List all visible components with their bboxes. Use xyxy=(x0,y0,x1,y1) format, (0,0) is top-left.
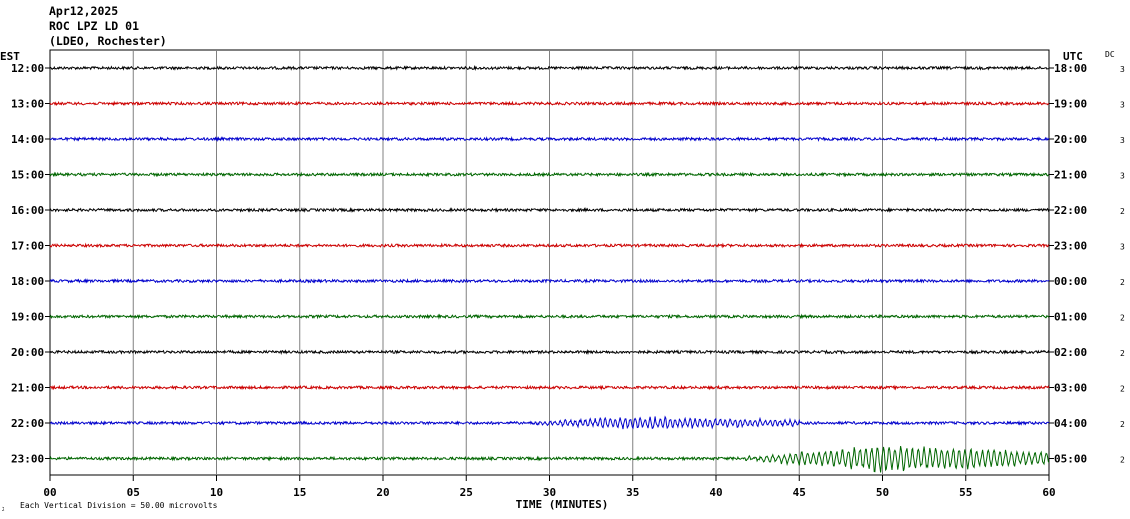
network-label: (LDEO, Rochester) xyxy=(49,34,167,48)
row-dc-value: 3 xyxy=(1120,136,1125,145)
row-label-left: 19:00 xyxy=(11,311,44,324)
row-dc-value: 2 xyxy=(1120,349,1125,358)
x-tick-label: 50 xyxy=(876,486,889,499)
row-label-left: 21:00 xyxy=(11,382,44,395)
trace-line-2200 xyxy=(49,415,1050,430)
right-timezone-label: UTC xyxy=(1063,50,1083,63)
trace-line-2000 xyxy=(49,348,1050,356)
x-tick-label: 45 xyxy=(793,486,806,499)
x-tick-label: 40 xyxy=(709,486,722,499)
x-tick-label: 00 xyxy=(43,486,56,499)
station-label: ROC LPZ LD 01 xyxy=(49,19,140,33)
row-label-right: 21:00 xyxy=(1054,169,1087,182)
row-dc-value: 3 xyxy=(1120,101,1125,110)
row-label-right: 01:00 xyxy=(1054,311,1087,324)
trace-line-2100 xyxy=(49,384,1050,391)
x-tick-label: 55 xyxy=(959,486,972,499)
row-dc-value: 3 xyxy=(1120,65,1125,74)
trace-line-1700 xyxy=(49,242,1050,249)
row-dc-value: 2 xyxy=(1120,385,1125,394)
x-tick-label: 10 xyxy=(210,486,223,499)
row-label-right: 20:00 xyxy=(1054,133,1087,146)
corner-mark: ג xyxy=(2,505,5,513)
x-tick-label: 25 xyxy=(460,486,473,499)
trace-line-2300 xyxy=(49,446,1050,473)
row-label-left: 13:00 xyxy=(11,98,44,111)
x-tick-label: 35 xyxy=(626,486,639,499)
row-dc-value: 3 xyxy=(1120,243,1125,252)
row-dc-value: 2 xyxy=(1120,207,1125,216)
row-dc-value: 2 xyxy=(1120,420,1125,429)
row-label-right: 04:00 xyxy=(1054,417,1087,430)
date-label: Apr12,2025 xyxy=(49,4,119,18)
x-tick-label: 60 xyxy=(1042,486,1055,499)
trace-line-1800 xyxy=(49,277,1050,284)
x-tick-label: 20 xyxy=(376,486,389,499)
left-timezone-label: EST xyxy=(0,50,20,63)
row-label-right: 23:00 xyxy=(1054,240,1087,253)
row-label-right: 00:00 xyxy=(1054,275,1087,288)
row-label-left: 22:00 xyxy=(11,417,44,430)
row-label-left: 15:00 xyxy=(11,169,44,182)
x-tick-label: 15 xyxy=(293,486,306,499)
x-tick-label: 05 xyxy=(127,486,140,499)
row-label-left: 16:00 xyxy=(11,204,44,217)
x-axis-label: TIME (MINUTES) xyxy=(516,498,609,511)
row-dc-value: 2 xyxy=(1120,278,1125,287)
row-label-left: 17:00 xyxy=(11,240,44,253)
row-label-right: 19:00 xyxy=(1054,98,1087,111)
trace-line-1500 xyxy=(49,171,1050,178)
trace-line-1400 xyxy=(49,135,1050,142)
row-label-left: 18:00 xyxy=(11,275,44,288)
traces xyxy=(49,64,1050,473)
labels: EST UTC DC TIME (MINUTES) Each Vertical … xyxy=(0,50,1125,513)
footnote: Each Vertical Division = 50.00 microvolt… xyxy=(20,501,218,510)
row-label-right: 02:00 xyxy=(1054,346,1087,359)
row-label-right: 22:00 xyxy=(1054,204,1087,217)
x-tick-label: 30 xyxy=(543,486,556,499)
row-label-left: 12:00 xyxy=(11,62,44,75)
trace-line-1200 xyxy=(49,64,1049,71)
row-label-left: 23:00 xyxy=(11,453,44,466)
row-label-left: 14:00 xyxy=(11,133,44,146)
row-label-right: 05:00 xyxy=(1054,453,1087,466)
dc-header-label: DC xyxy=(1105,50,1115,59)
row-dc-value: 2 xyxy=(1120,456,1125,465)
row-dc-value: 2 xyxy=(1120,314,1125,323)
row-label-right: 03:00 xyxy=(1054,382,1087,395)
trace-line-1900 xyxy=(49,313,1050,320)
grid xyxy=(45,49,1054,481)
row-dc-value: 3 xyxy=(1120,172,1125,181)
row-label-left: 20:00 xyxy=(11,346,44,359)
row-label-right: 18:00 xyxy=(1054,62,1087,75)
trace-line-1300 xyxy=(49,100,1050,107)
trace-line-1600 xyxy=(49,207,1050,213)
